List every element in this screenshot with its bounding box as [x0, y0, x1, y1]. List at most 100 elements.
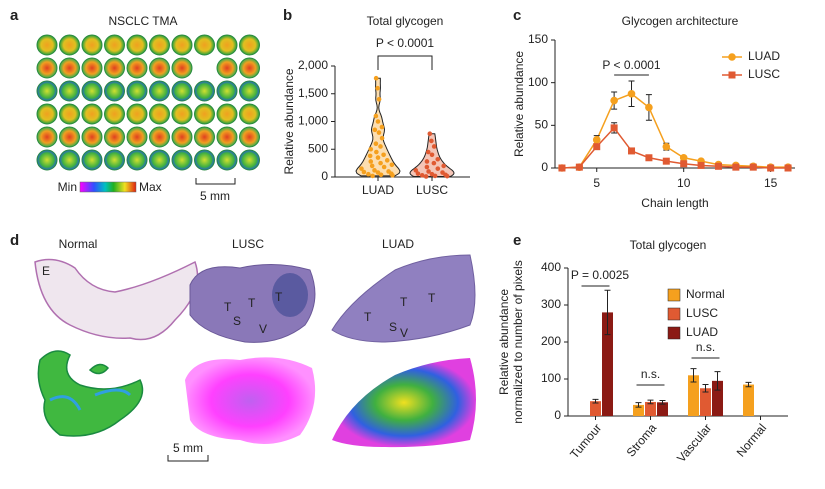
data-point — [610, 96, 618, 105]
panel-label: b — [283, 7, 292, 24]
tissue-heatmap — [185, 357, 316, 444]
column-title: Normal — [59, 237, 98, 251]
bar — [602, 312, 613, 416]
tissue-core — [194, 80, 215, 102]
tissue-core — [59, 126, 80, 148]
y-tick-label: 100 — [541, 371, 561, 385]
tissue-core — [36, 80, 58, 102]
chart-title: Glycogen architecture — [622, 14, 739, 28]
data-point — [767, 164, 775, 172]
region-label: V — [400, 326, 408, 340]
data-point — [361, 169, 367, 175]
tissue-core — [239, 80, 260, 102]
tissue-core — [239, 103, 260, 125]
tissue-core — [104, 34, 125, 56]
error-bar — [690, 368, 697, 383]
region-label: T — [248, 296, 256, 310]
region-label: T — [364, 310, 372, 324]
tissue-core — [216, 149, 238, 171]
scale-bar — [195, 178, 236, 185]
data-point — [367, 153, 373, 159]
x-tick-label: 5 — [593, 176, 600, 190]
tissue-core — [171, 126, 193, 148]
tissue-core — [149, 103, 170, 125]
data-point — [610, 124, 618, 132]
x-axis-label: Chain length — [641, 196, 708, 210]
column-title: LUSC — [232, 237, 264, 251]
region-label: E — [42, 264, 50, 278]
tissue-core — [59, 103, 80, 125]
data-point — [378, 160, 383, 166]
panel-label: a — [10, 7, 19, 24]
data-point — [441, 163, 446, 169]
annotation: n.s. — [696, 340, 715, 354]
tissue-core — [104, 126, 125, 148]
region-label: S — [389, 320, 397, 334]
tissue-core — [126, 149, 148, 171]
bar — [657, 402, 668, 416]
y-tick-label: 200 — [541, 334, 561, 348]
data-point — [645, 103, 653, 112]
tissue-core — [81, 103, 103, 125]
data-point — [415, 171, 421, 176]
tissue-core — [126, 57, 148, 79]
tissue-core — [59, 80, 80, 102]
region-label: T — [275, 290, 283, 304]
tissue-core — [149, 80, 170, 102]
data-point — [366, 171, 371, 177]
tissue-core — [216, 34, 238, 56]
data-point — [444, 173, 450, 179]
legend-swatch — [667, 288, 681, 302]
x-tick-label: LUSC — [416, 183, 448, 197]
data-point — [627, 89, 636, 98]
y-tick-label: 1,500 — [298, 86, 328, 100]
tissue-core — [171, 57, 193, 79]
legend-swatch — [667, 307, 681, 321]
tissue-core — [81, 149, 103, 171]
tissue-core — [194, 103, 215, 125]
data-point — [645, 154, 653, 162]
tissue-dense — [272, 273, 308, 317]
column-title: LUAD — [382, 237, 414, 251]
data-point — [390, 173, 395, 178]
significance-bracket — [377, 55, 433, 70]
data-point — [435, 156, 441, 162]
legend-label: LUAD — [686, 325, 718, 339]
tissue-core — [104, 103, 125, 125]
data-point — [413, 168, 419, 173]
scale-label: 5 mm — [200, 189, 230, 203]
panel-a: NSCLC TMA Min Max 5 mm — [36, 14, 260, 203]
data-point — [680, 160, 688, 168]
tissue-core — [126, 80, 148, 102]
legend-marker — [728, 71, 736, 79]
legend-label: Normal — [686, 287, 725, 301]
tissue-core — [59, 149, 80, 171]
x-tick-label: Stroma — [624, 421, 660, 460]
tissue-core — [104, 57, 125, 79]
data-point — [429, 152, 435, 158]
data-point — [593, 143, 601, 151]
tissue-heatmap — [37, 350, 144, 437]
panel-label: c — [513, 7, 521, 24]
y-axis-label: Relative abundance — [512, 51, 526, 157]
tissue-core — [81, 126, 103, 148]
tissue-core — [36, 103, 58, 125]
tissue-core — [194, 149, 215, 171]
legend-label: LUSC — [686, 306, 718, 320]
data-point — [373, 113, 379, 119]
tissue-core — [104, 80, 125, 102]
tissue-core — [149, 57, 170, 79]
bar — [633, 404, 644, 416]
x-tick-label: 15 — [764, 176, 778, 190]
tissue-core — [239, 57, 260, 79]
error-bar — [659, 399, 666, 405]
data-point — [389, 162, 395, 168]
data-point — [558, 164, 566, 172]
tissue-core — [171, 103, 193, 125]
data-point — [749, 163, 757, 171]
tissue-core — [194, 126, 215, 148]
data-point — [423, 174, 429, 179]
tissue-core — [126, 34, 148, 56]
tissue-core — [239, 126, 260, 148]
